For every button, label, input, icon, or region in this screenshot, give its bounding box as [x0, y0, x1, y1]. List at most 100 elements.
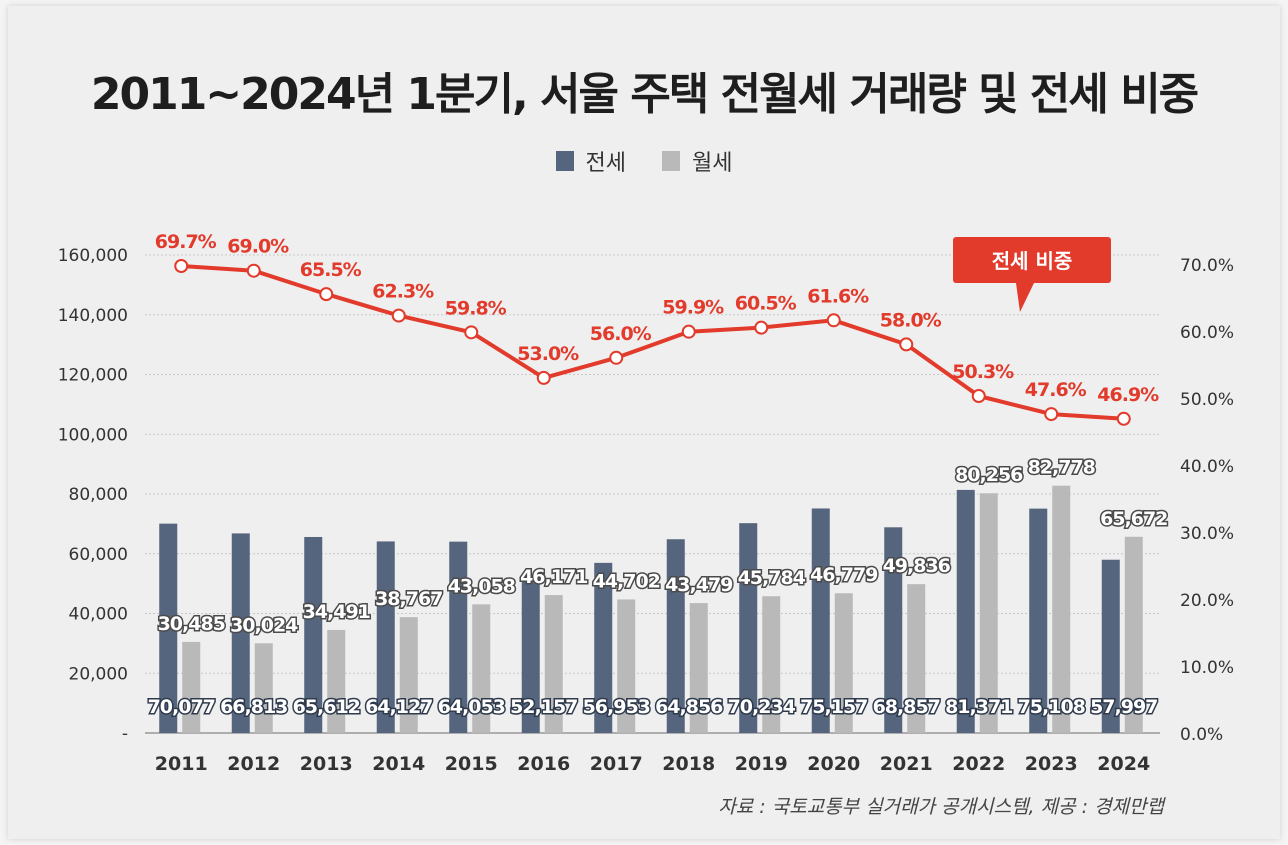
y-right-tick-label: 40.0%: [1180, 457, 1234, 477]
y-right-tick-label: 60.0%: [1180, 323, 1234, 343]
ratio-point: [391, 308, 406, 323]
data-label-jeonse: 64,053: [438, 696, 505, 718]
data-label-jeonse: 64,856: [655, 696, 723, 718]
ratio-line: [181, 264, 1124, 421]
x-tick-label: 2021: [880, 753, 933, 775]
bar-jeonse: [159, 523, 178, 733]
bar-wolse: [689, 603, 708, 733]
data-label-ratio: 50.3%: [952, 361, 1014, 383]
bar-jeonse: [1101, 559, 1120, 733]
data-label-wolse: 30,024: [230, 614, 298, 636]
bar-jeonse: [304, 536, 323, 733]
data-label-ratio: 69.7%: [155, 231, 217, 253]
x-tick-label: 2013: [300, 753, 353, 775]
data-label-ratio: 56.0%: [590, 323, 652, 345]
y-left-tick-label: 40,000: [69, 605, 128, 625]
legend-label-wolse: 월세: [692, 151, 733, 176]
data-label-wolse: 49,836: [883, 555, 951, 577]
y-right-tick-label: 0.0%: [1180, 725, 1223, 745]
data-label-jeonse: 75,108: [1018, 696, 1086, 718]
y-left-tick-label: 120,000: [58, 366, 128, 386]
bar-jeonse: [376, 541, 395, 733]
x-tick-label: 2022: [952, 753, 1005, 775]
ratio-point: [971, 388, 986, 403]
bar-wolse: [1052, 485, 1071, 733]
ratio-point: [1116, 411, 1131, 426]
ratio-point: [319, 287, 334, 302]
y-right-tick-label: 10.0%: [1180, 658, 1234, 678]
data-label-jeonse: 56,953: [583, 696, 650, 718]
bar-jeonse: [666, 539, 685, 733]
y-right-tick-label: 50.0%: [1180, 390, 1234, 410]
data-label-ratio: 59.9%: [662, 297, 724, 319]
data-label-jeonse: 57,997: [1090, 696, 1157, 718]
data-label-ratio: 61.6%: [807, 285, 869, 307]
callout-pointer: [1016, 283, 1034, 312]
y-left-tick-label: 60,000: [69, 545, 128, 565]
bar-jeonse: [521, 577, 540, 733]
data-label-ratio: 58.0%: [880, 309, 942, 331]
ratio-point: [754, 320, 769, 335]
data-label-ratio: 46.9%: [1097, 384, 1159, 406]
x-tick-label: 2018: [662, 753, 715, 775]
data-label-ratio: 65.5%: [300, 259, 362, 281]
ratio-point: [174, 259, 189, 274]
x-tick-label: 2017: [590, 753, 643, 775]
legend-item-wolse: 월세: [662, 145, 732, 177]
data-label-jeonse: 81,371: [945, 696, 1012, 718]
bar-wolse: [979, 493, 998, 733]
callout-box: [953, 237, 1111, 283]
x-tick-label: 2020: [807, 753, 860, 775]
bar-wolse: [544, 595, 563, 733]
ratio-point: [609, 350, 624, 365]
source-note: 자료 : 국토교통부 실거래가 공개시스템, 제공 : 경제만랩: [718, 796, 1164, 818]
data-label-jeonse: 70,234: [728, 696, 796, 718]
x-tick-label: 2019: [735, 753, 788, 775]
y-left-tick-label: 100,000: [58, 425, 128, 445]
x-tick-label: 2015: [445, 753, 498, 775]
data-label-jeonse: 75,157: [800, 696, 867, 718]
bar-wolse: [182, 641, 201, 733]
data-label-ratio: 47.6%: [1025, 379, 1087, 401]
bar-jeonse: [594, 562, 613, 733]
ratio-point: [1044, 407, 1059, 422]
data-label-wolse: 65,672: [1100, 508, 1167, 530]
bar-jeonse: [449, 541, 468, 733]
data-label-wolse: 43,479: [665, 574, 732, 596]
bar-wolse: [617, 599, 636, 733]
ratio-point: [464, 325, 479, 340]
bar-wolse: [907, 584, 926, 733]
ratio-point: [681, 324, 696, 339]
data-label-jeonse: 65,612: [293, 696, 360, 718]
x-tick-label: 2012: [227, 753, 280, 775]
x-tick-label: 2024: [1097, 753, 1150, 775]
data-label-wolse: 44,702: [593, 570, 660, 592]
data-label-wolse: 82,778: [1028, 457, 1096, 479]
data-label-wolse: 46,171: [520, 566, 587, 588]
data-label-wolse: 80,256: [955, 464, 1023, 486]
bar-wolse: [327, 629, 346, 733]
legend: 전세 월세: [0, 145, 1288, 177]
legend-swatch-jeonse: [555, 151, 574, 171]
bar-wolse: [834, 593, 853, 733]
y-left-tick-label: 80,000: [69, 485, 128, 505]
bar-wolse: [1124, 536, 1143, 733]
data-label-ratio: 69.0%: [227, 236, 289, 258]
data-label-ratio: 53.0%: [517, 343, 579, 365]
data-label-jeonse: 68,857: [873, 696, 940, 718]
data-label-wolse: 34,491: [303, 601, 370, 623]
bar-wolse: [399, 617, 418, 733]
callout-label: 전세 비중: [992, 249, 1073, 273]
y-left-tick-label: -: [122, 724, 128, 744]
x-tick-label: 2016: [517, 753, 570, 775]
bar-jeonse: [884, 527, 903, 733]
data-label-jeonse: 52,157: [510, 696, 577, 718]
data-label-ratio: 60.5%: [735, 293, 797, 315]
legend-item-jeonse: 전세: [555, 145, 626, 177]
data-label-jeonse: 70,077: [148, 696, 215, 718]
data-label-jeonse: 66,813: [220, 696, 287, 718]
ratio-point: [826, 313, 841, 328]
x-tick-label: 2011: [155, 753, 208, 775]
bar-jeonse: [1029, 508, 1048, 733]
